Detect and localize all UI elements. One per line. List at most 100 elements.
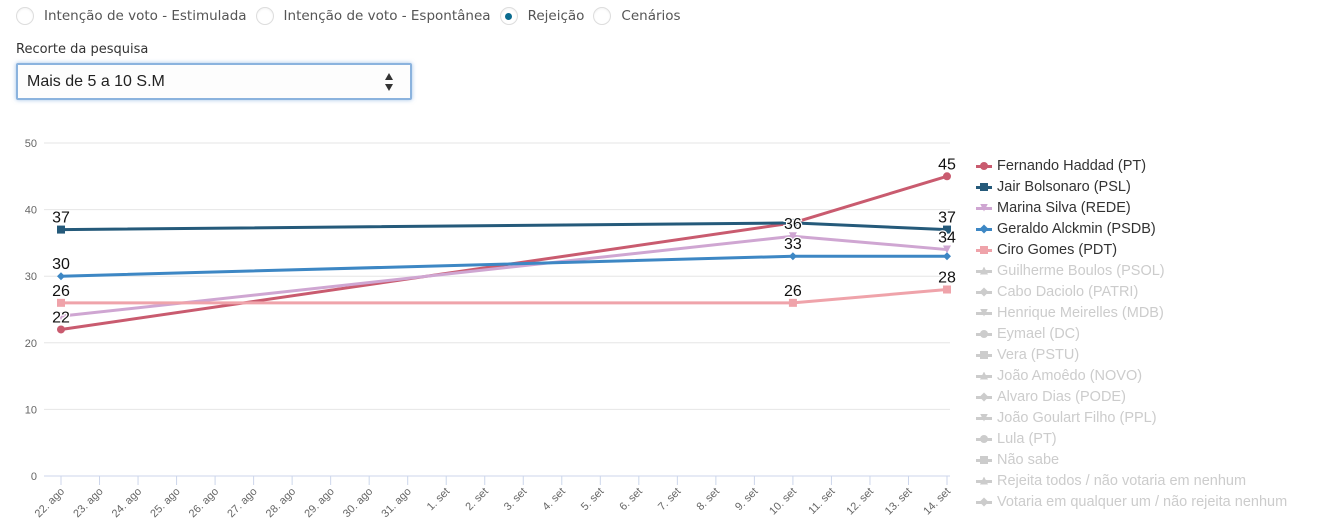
- x-tick-label: 24. ago: [110, 486, 144, 520]
- data-label: 34: [938, 230, 956, 247]
- survey-type-radio-group: Intenção de voto - Estimulada Intenção d…: [16, 7, 690, 25]
- x-tick-label: 23. ago: [71, 486, 105, 520]
- x-tick-label: 2. set: [463, 486, 491, 514]
- x-tick-label: 29. ago: [302, 486, 336, 520]
- legend-item[interactable]: Eymael (DC): [976, 323, 1287, 344]
- radio-label: Intenção de voto - Estimulada: [44, 8, 247, 24]
- data-point[interactable]: [57, 225, 65, 234]
- legend-item[interactable]: Ciro Gomes (PDT): [976, 239, 1287, 260]
- legend-diamond-marker-icon: [976, 391, 992, 402]
- legend-label: Alvaro Dias (PODE): [997, 388, 1126, 405]
- legend-item[interactable]: Guilherme Boulos (PSOL): [976, 260, 1287, 281]
- recorte-selected-value: Mais de 5 a 10 S.M: [27, 73, 165, 90]
- legend-label: Não sabe: [997, 451, 1060, 468]
- data-label: 22: [52, 309, 70, 326]
- x-tick-label: 26. ago: [187, 486, 221, 520]
- data-point[interactable]: [943, 172, 951, 181]
- radio-circle-icon[interactable]: [593, 7, 612, 25]
- x-tick-label: 25. ago: [148, 486, 182, 520]
- data-point[interactable]: [57, 312, 65, 321]
- legend-item[interactable]: João Amoêdo (NOVO): [976, 365, 1287, 386]
- legend-item[interactable]: Alvaro Dias (PODE): [976, 386, 1287, 407]
- y-tick-label: 10: [25, 404, 37, 416]
- data-label: 37: [52, 210, 70, 227]
- data-point[interactable]: [943, 245, 951, 254]
- legend-label: Lula (PT): [997, 430, 1057, 447]
- legend-item[interactable]: Vera (PSTU): [976, 344, 1287, 365]
- data-label: 37: [938, 210, 956, 227]
- legend-triangle-marker-icon: [976, 371, 992, 381]
- legend-label: Jair Bolsonaro (PSL): [997, 178, 1131, 195]
- legend-triangle-down-marker-icon: [976, 203, 992, 213]
- series-line-0[interactable]: [60, 174, 948, 331]
- radio-intencao-espontanea[interactable]: Intenção de voto - Espontânea: [255, 7, 491, 25]
- data-point[interactable]: [943, 252, 951, 261]
- legend-label: Ciro Gomes (PDT): [997, 241, 1118, 258]
- data-point[interactable]: [57, 298, 65, 307]
- radio-checked-icon[interactable]: [499, 7, 518, 25]
- legend-triangle-marker-icon: [976, 266, 992, 276]
- data-point[interactable]: [788, 298, 797, 307]
- legend-triangle-down-marker-icon: [976, 413, 992, 423]
- x-tick-label: 4. set: [540, 486, 568, 514]
- chart-legend: Fernando Haddad (PT) Jair Bolsonaro (PSL)…: [976, 155, 1287, 512]
- legend-label: Cabo Daciolo (PATRI): [997, 283, 1139, 300]
- data-point[interactable]: [943, 225, 951, 234]
- y-tick-label: 40: [25, 205, 37, 217]
- legend-square-marker-icon: [976, 182, 992, 192]
- legend-item[interactable]: Henrique Meirelles (MDB): [976, 302, 1287, 323]
- radio-cenarios[interactable]: Cenários: [593, 7, 681, 25]
- radio-rejeicao[interactable]: Rejeição: [499, 7, 584, 25]
- legend-square-marker-icon: [976, 455, 992, 465]
- data-point[interactable]: [943, 285, 951, 294]
- legend-item[interactable]: Votaria em qualquer um / não rejeita nen…: [976, 491, 1287, 512]
- legend-item[interactable]: Não sabe: [976, 449, 1287, 470]
- legend-item[interactable]: Jair Bolsonaro (PSL): [976, 176, 1287, 197]
- data-label: 30: [52, 256, 70, 273]
- radio-label: Intenção de voto - Espontânea: [283, 8, 491, 24]
- radio-intencao-estimulada[interactable]: Intenção de voto - Estimulada: [16, 7, 247, 25]
- data-point[interactable]: [788, 218, 797, 227]
- x-tick-label: 1. set: [425, 486, 453, 514]
- recorte-select[interactable]: Mais de 5 a 10 S.M: [16, 63, 412, 100]
- legend-label: Fernando Haddad (PT): [997, 157, 1147, 174]
- data-label: 33: [784, 236, 802, 253]
- select-updown-arrows-icon: [385, 73, 393, 91]
- legend-item[interactable]: Marina Silva (REDE): [976, 197, 1287, 218]
- data-point[interactable]: [788, 252, 797, 261]
- data-point[interactable]: [57, 272, 65, 281]
- legend-item[interactable]: Lula (PT): [976, 428, 1287, 449]
- data-point[interactable]: [57, 325, 65, 334]
- legend-item[interactable]: Geraldo Alckmin (PSDB): [976, 218, 1287, 239]
- legend-label: Votaria em qualquer um / não rejeita nen…: [997, 493, 1288, 510]
- legend-circle-marker-icon: [976, 329, 992, 339]
- data-point[interactable]: [788, 232, 797, 241]
- rejection-line-chart: 0 10 20 30 40 50 22. ago 23. ago 24. ago 25. ago…: [25, 138, 958, 520]
- x-tick-label: 5. set: [579, 486, 607, 514]
- x-tick-label: 27. ago: [225, 486, 259, 520]
- legend-label: João Goulart Filho (PPL): [997, 409, 1157, 426]
- recorte-label: Recorte da pesquisa: [16, 42, 149, 57]
- y-tick-label: 20: [25, 338, 37, 350]
- legend-label: Marina Silva (REDE): [997, 199, 1131, 216]
- radio-circle-icon[interactable]: [255, 7, 274, 25]
- legend-diamond-marker-icon: [976, 496, 992, 507]
- y-tick-label: 50: [25, 138, 37, 150]
- legend-diamond-marker-icon: [976, 223, 992, 234]
- series-line-1[interactable]: [60, 221, 948, 232]
- legend-label: Eymael (DC): [997, 325, 1080, 342]
- data-label: 26: [784, 283, 802, 300]
- x-tick-label: 28. ago: [264, 486, 298, 520]
- x-tick-label: 22. ago: [33, 486, 67, 520]
- legend-item[interactable]: Fernando Haddad (PT): [976, 155, 1287, 176]
- legend-item[interactable]: Cabo Daciolo (PATRI): [976, 281, 1287, 302]
- legend-item[interactable]: Rejeita todos / não votaria em nenhum: [976, 470, 1287, 491]
- x-tick-label: 6. set: [617, 486, 645, 514]
- x-tick-label: 31. ago: [379, 486, 413, 520]
- data-label: 26: [52, 283, 70, 300]
- legend-label: Rejeita todos / não votaria em nenhum: [997, 472, 1247, 489]
- legend-item[interactable]: João Goulart Filho (PPL): [976, 407, 1287, 428]
- legend-circle-marker-icon: [976, 434, 992, 444]
- radio-circle-icon[interactable]: [16, 7, 34, 25]
- legend-triangle-marker-icon: [976, 476, 992, 486]
